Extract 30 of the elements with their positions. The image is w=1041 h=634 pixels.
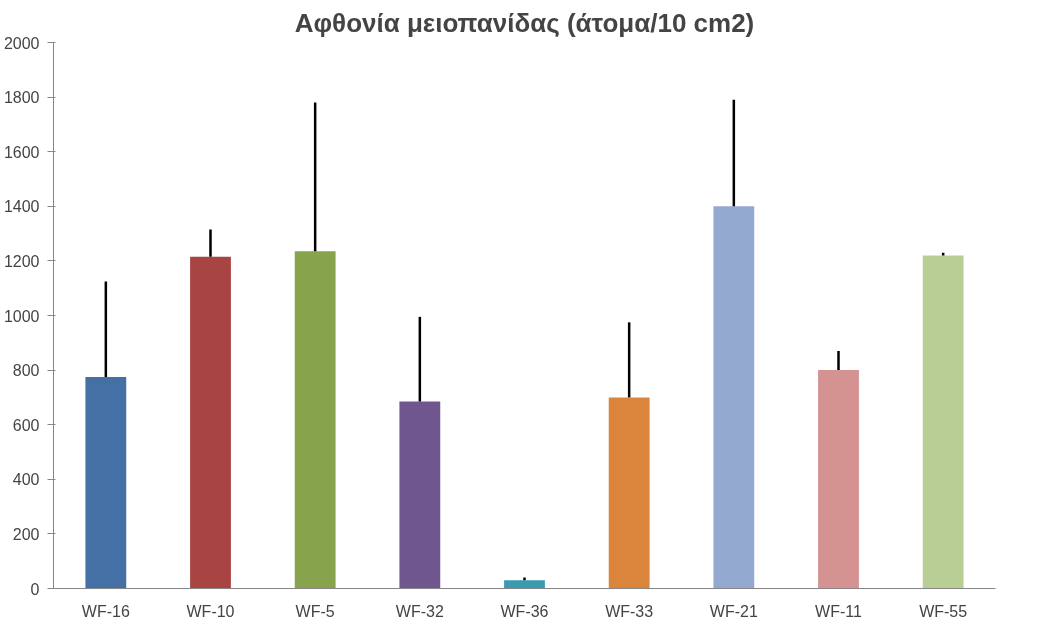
x-tick-label: WF-36 [500, 602, 549, 620]
y-tick-label: 600 [12, 416, 40, 434]
x-tick-label: WF-33 [605, 602, 654, 620]
x-tick-label: WF-32 [395, 602, 444, 620]
bar [608, 397, 650, 589]
x-tick-label: WF-21 [709, 602, 758, 620]
y-tick-label: 1400 [3, 198, 40, 216]
y-tick-label: 400 [12, 471, 40, 489]
y-tick-label: 2000 [3, 34, 40, 52]
y-tick-label: 1600 [3, 143, 40, 161]
bar [922, 255, 964, 589]
bar [294, 251, 336, 589]
chart-title: Αφθονία μειοπανίδας (άτομα/10 cm2) [294, 7, 755, 38]
y-tick-label: 1800 [3, 89, 40, 107]
bar [818, 370, 859, 589]
bar [85, 376, 127, 589]
bar [190, 256, 231, 589]
x-tick-label: WF-10 [186, 602, 235, 620]
x-tick-label: WF-55 [919, 602, 968, 620]
y-tick-label: 800 [12, 362, 40, 380]
bar [713, 206, 755, 589]
y-tick-label: 1000 [3, 307, 40, 325]
x-tick-label: WF-5 [295, 602, 335, 620]
bar [504, 580, 545, 589]
bar [399, 401, 441, 589]
y-tick-label: 0 [30, 580, 40, 598]
y-tick-label: 200 [12, 525, 40, 543]
x-tick-label: WF-11 [815, 602, 863, 620]
x-tick-label: WF-16 [81, 602, 130, 620]
y-tick-label: 1200 [3, 252, 40, 270]
